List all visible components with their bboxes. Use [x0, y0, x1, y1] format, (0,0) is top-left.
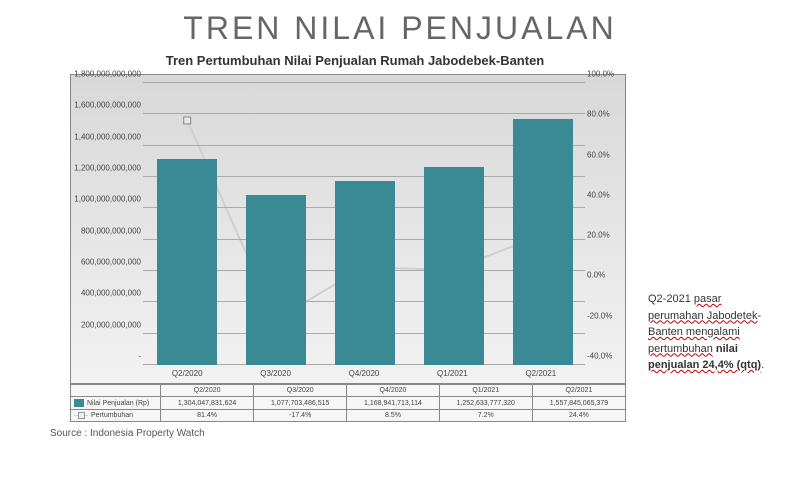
table-row-line: Pertumbuhan81.4%-17.4%8.5%7.2%24.4%: [71, 410, 626, 422]
y-right-label: 80.0%: [587, 110, 623, 119]
bar: [424, 167, 484, 365]
y-left-label: -: [73, 352, 141, 361]
y-right-label: 20.0%: [587, 231, 623, 240]
y-right-label: -20.0%: [587, 311, 623, 320]
data-table: Q2/2020Q3/2020Q4/2020Q1/2021Q2/2021 Nila…: [70, 384, 626, 422]
bar: [157, 159, 217, 365]
plot-region: [143, 83, 585, 365]
y-left-label: 600,000,000,000: [73, 258, 141, 267]
page-title: TREN NILAI PENJUALAN: [0, 0, 800, 51]
chart-area: Tren Pertumbuhan Nilai Penjualan Rumah J…: [20, 51, 640, 439]
y-right-label: 100.0%: [587, 70, 623, 79]
x-axis: Q2/2020 Q3/2020 Q4/2020 Q1/2021 Q2/2021: [143, 367, 585, 383]
x-label: Q2/2020: [172, 369, 203, 378]
x-label: Q2/2021: [525, 369, 556, 378]
y-right-label: -40.0%: [587, 352, 623, 361]
y-left-label: 1,400,000,000,000: [73, 132, 141, 141]
y-left-label: 1,800,000,000,000: [73, 70, 141, 79]
table-row-bar: Nilai Penjualan (Rp)1,304,047,831,6241,0…: [71, 397, 626, 410]
y-left-label: 200,000,000,000: [73, 320, 141, 329]
y-left-label: 800,000,000,000: [73, 226, 141, 235]
y-right-label: 40.0%: [587, 190, 623, 199]
x-label: Q3/2020: [260, 369, 291, 378]
bar: [513, 119, 573, 365]
chart-plot: - 200,000,000,000 400,000,000,000 600,000,0…: [70, 74, 626, 384]
y-left-label: 400,000,000,000: [73, 289, 141, 298]
content-row: Tren Pertumbuhan Nilai Penjualan Rumah J…: [0, 51, 800, 439]
annotation-text: Q2-2021 pasar perumahan Jabodetek-Banten…: [640, 51, 780, 439]
x-label: Q1/2021: [437, 369, 468, 378]
y-left-label: 1,200,000,000,000: [73, 164, 141, 173]
bar: [246, 195, 306, 365]
y-axis-left: - 200,000,000,000 400,000,000,000 600,000,0…: [73, 83, 141, 365]
y-left-label: 1,000,000,000,000: [73, 195, 141, 204]
chart-title: Tren Pertumbuhan Nilai Penjualan Rumah J…: [70, 53, 640, 68]
table-header-row: Q2/2020Q3/2020Q4/2020Q1/2021Q2/2021: [71, 385, 626, 397]
x-label: Q4/2020: [349, 369, 380, 378]
y-right-label: 0.0%: [587, 271, 623, 280]
legend-bar: Nilai Penjualan (Rp): [71, 397, 161, 410]
legend-line: Pertumbuhan: [71, 410, 161, 422]
y-right-label: 60.0%: [587, 150, 623, 159]
y-axis-right: -40.0%-20.0%0.0%20.0%40.0%60.0%80.0%100.…: [587, 83, 623, 365]
bar: [335, 181, 395, 365]
y-left-label: 1,600,000,000,000: [73, 101, 141, 110]
source-text: Source : Indonesia Property Watch: [20, 422, 640, 439]
